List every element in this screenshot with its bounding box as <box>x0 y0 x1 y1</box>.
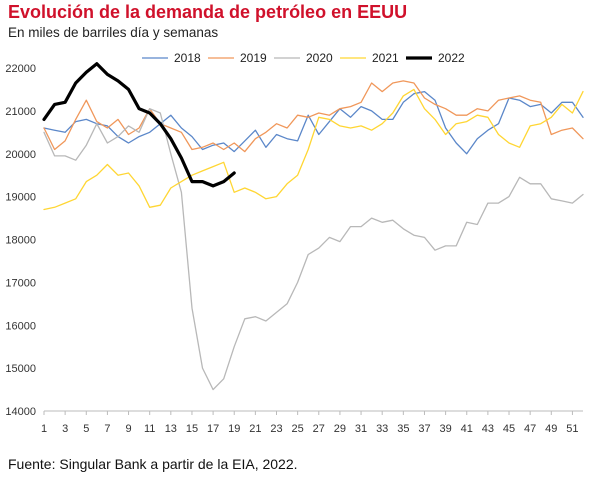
chart-subtitle: En miles de barriles día y semanas <box>8 25 219 40</box>
x-tick-label: 9 <box>125 423 131 435</box>
x-tick-label: 7 <box>104 423 110 435</box>
x-tick-label: 19 <box>228 423 240 435</box>
x-tick-label: 37 <box>418 423 430 435</box>
x-tick-label: 45 <box>503 423 515 435</box>
y-tick-label: 14000 <box>5 406 36 418</box>
series-line-2019 <box>43 80 584 153</box>
x-tick-label: 43 <box>482 423 494 435</box>
legend: 2018 2019 2020 2021 2022 <box>142 51 465 65</box>
legend-label-2021: 2021 <box>372 51 399 65</box>
x-tick-label: 27 <box>313 423 325 435</box>
x-tick-label: 49 <box>545 423 557 435</box>
legend-label-2018: 2018 <box>174 51 201 65</box>
legend-label-2022: 2022 <box>438 51 465 65</box>
y-tick-label: 22000 <box>5 63 36 75</box>
source-note: Fuente: Singular Bank a partir de la EIA… <box>8 456 298 472</box>
x-tick-label: 21 <box>249 423 261 435</box>
x-tick-label: 51 <box>566 423 578 435</box>
y-tick-label: 18000 <box>5 235 36 247</box>
x-tick-label: 47 <box>524 423 536 435</box>
y-tick-label: 16000 <box>5 320 36 332</box>
x-tick-label: 29 <box>334 423 346 435</box>
series-line-2018 <box>43 90 584 155</box>
series-lines <box>42 62 584 391</box>
x-axis: 1 3 5 7 9 11 13 15 17 19 21 23 25 27 29 31 33 35 37 39 41 43 4… <box>41 410 583 435</box>
legend-label-2020: 2020 <box>306 51 333 65</box>
x-tick-label: 39 <box>439 423 451 435</box>
y-tick-label: 20000 <box>5 149 36 161</box>
x-tick-label: 1 <box>41 423 47 435</box>
x-tick-label: 13 <box>165 423 177 435</box>
series-line-2021 <box>43 88 584 211</box>
x-tick-label: 25 <box>292 423 304 435</box>
x-tick-label: 23 <box>270 423 282 435</box>
legend-label-2019: 2019 <box>240 51 267 65</box>
series-line-2022 <box>42 62 236 188</box>
x-tick-label: 15 <box>186 423 198 435</box>
x-tick-label: 41 <box>461 423 473 435</box>
y-tick-label: 19000 <box>5 192 36 204</box>
x-tick-label: 33 <box>376 423 388 435</box>
x-tick-label: 31 <box>355 423 367 435</box>
x-tick-label: 3 <box>62 423 68 435</box>
x-tick-label: 11 <box>144 423 155 435</box>
x-tick-label: 35 <box>397 423 409 435</box>
y-tick-label: 15000 <box>5 363 36 375</box>
y-tick-label: 17000 <box>5 277 36 289</box>
y-tick-label: 21000 <box>5 106 36 118</box>
series-line-2020 <box>43 108 584 391</box>
x-tick-label: 17 <box>207 423 219 435</box>
x-tick-label: 5 <box>83 423 89 435</box>
chart-title: Evolución de la demanda de petróleo en E… <box>8 2 408 22</box>
y-axis-ticks: 14000 15000 16000 17000 18000 19000 20000 21000… <box>5 63 36 418</box>
